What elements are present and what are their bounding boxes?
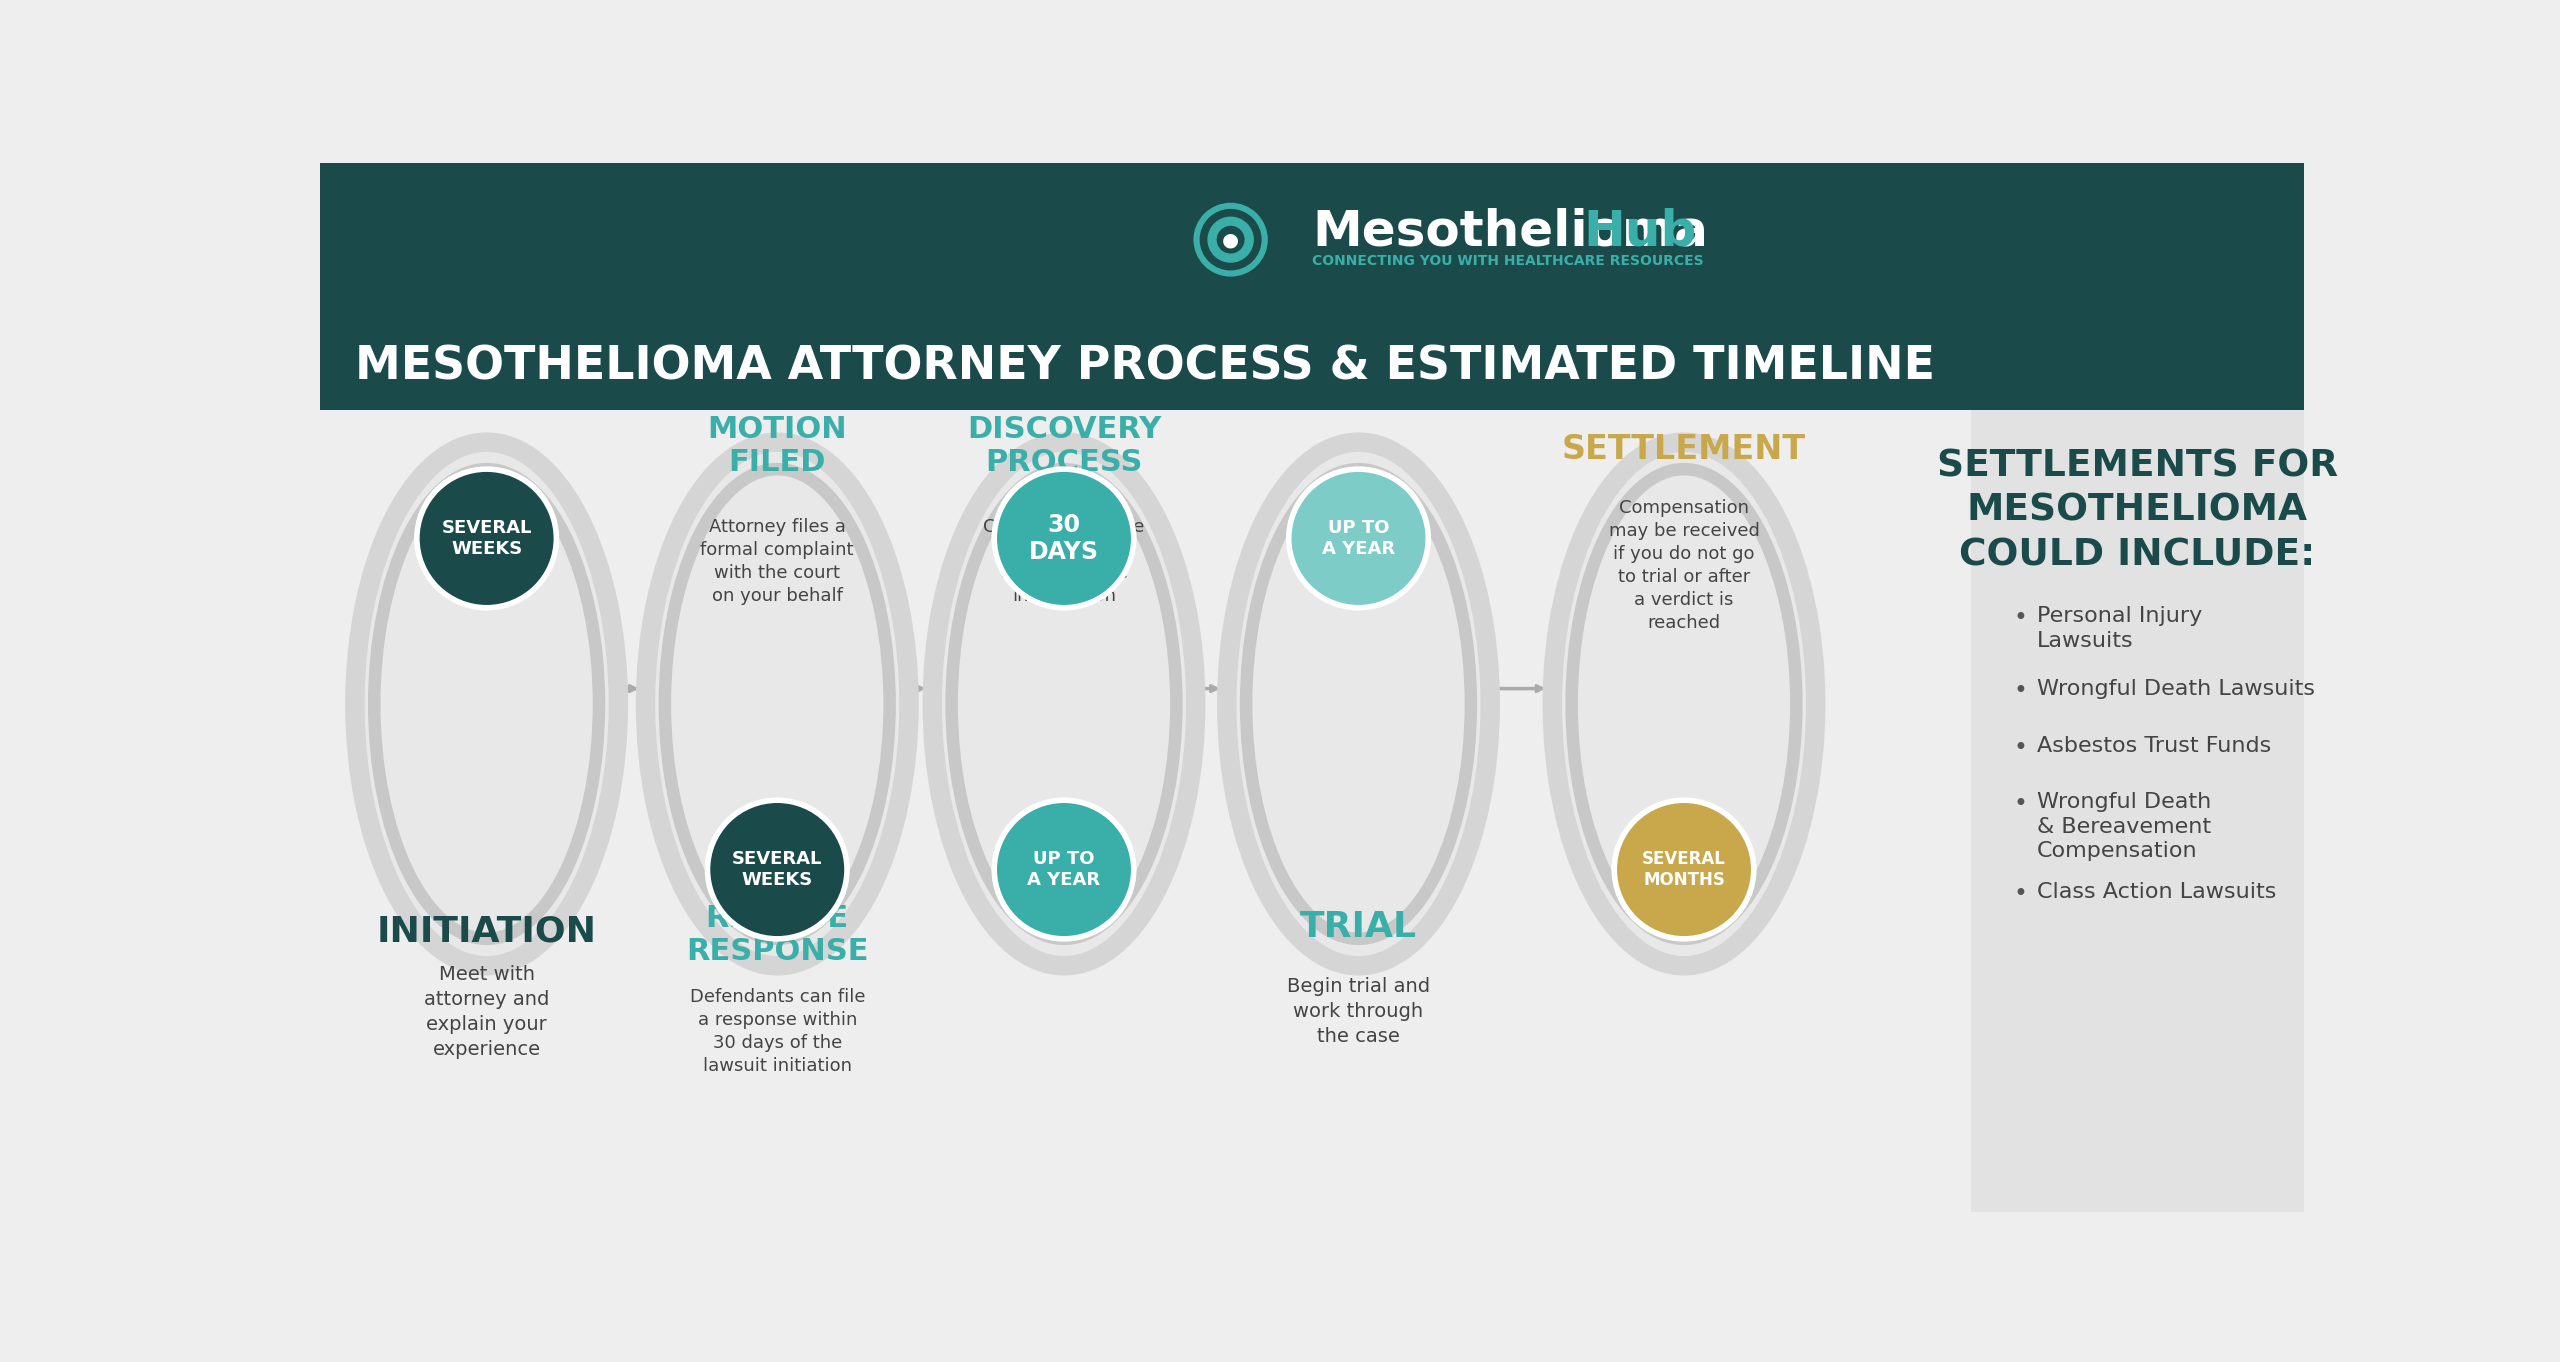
Circle shape: [707, 801, 847, 938]
Circle shape: [1615, 801, 1754, 938]
Text: ●: ●: [1221, 230, 1239, 249]
Circle shape: [1288, 469, 1428, 607]
Ellipse shape: [356, 443, 620, 966]
Text: •: •: [2012, 735, 2028, 760]
Text: Class Action Lawsuits: Class Action Lawsuits: [2038, 881, 2276, 902]
Ellipse shape: [1551, 443, 1815, 966]
Text: MOTION
FILED: MOTION FILED: [707, 415, 847, 477]
Text: Attorney files a
formal complaint
with the court
on your behalf: Attorney files a formal complaint with t…: [701, 518, 855, 605]
Text: •: •: [2012, 680, 2028, 703]
Text: Compile evidence
and documents
and exchange
information: Compile evidence and documents and excha…: [983, 518, 1144, 605]
Text: SETTLEMENT: SETTLEMENT: [1562, 433, 1805, 466]
Text: SEVERAL
WEEKS: SEVERAL WEEKS: [732, 850, 822, 889]
Text: INITIATION: INITIATION: [376, 914, 596, 948]
FancyBboxPatch shape: [320, 163, 2304, 1212]
Text: Mesothelioma: Mesothelioma: [1313, 208, 1708, 256]
Ellipse shape: [1226, 443, 1490, 966]
Text: Defendants can file
a response within
30 days of the
lawsuit initiation: Defendants can file a response within 30…: [689, 987, 865, 1075]
Circle shape: [1193, 203, 1267, 276]
Ellipse shape: [645, 443, 909, 966]
Ellipse shape: [932, 443, 1196, 966]
Text: Wrongful Death
& Bereavement
Compensation: Wrongful Death & Bereavement Compensatio…: [2038, 791, 2212, 861]
Circle shape: [417, 469, 556, 607]
FancyBboxPatch shape: [320, 326, 2304, 410]
Circle shape: [1201, 208, 1262, 271]
Text: MESOTHELIOMA ATTORNEY PROCESS & ESTIMATED TIMELINE: MESOTHELIOMA ATTORNEY PROCESS & ESTIMATE…: [356, 345, 1935, 390]
FancyBboxPatch shape: [320, 163, 2304, 326]
Circle shape: [1216, 226, 1244, 253]
Text: •: •: [2012, 606, 2028, 631]
Text: Meet with
attorney and
explain your
experience: Meet with attorney and explain your expe…: [425, 966, 550, 1060]
Text: SETTLEMENTS FOR
MESOTHELIOMA
COULD INCLUDE:: SETTLEMENTS FOR MESOTHELIOMA COULD INCLU…: [1938, 448, 2337, 573]
Text: UP TO
A YEAR: UP TO A YEAR: [1027, 850, 1101, 889]
Circle shape: [993, 469, 1134, 607]
Circle shape: [1208, 217, 1254, 263]
Text: 30
DAYS: 30 DAYS: [1029, 512, 1098, 564]
Text: DISCOVERY
PROCESS: DISCOVERY PROCESS: [968, 415, 1162, 477]
Text: Begin trial and
work through
the case: Begin trial and work through the case: [1288, 978, 1431, 1046]
Text: CONNECTING YOU WITH HEALTHCARE RESOURCES: CONNECTING YOU WITH HEALTHCARE RESOURCES: [1313, 255, 1702, 268]
Circle shape: [993, 801, 1134, 938]
Text: •: •: [2012, 881, 2028, 906]
Text: SEVERAL
WEEKS: SEVERAL WEEKS: [440, 519, 532, 558]
Text: RECEIVE
RESPONSE: RECEIVE RESPONSE: [686, 903, 868, 966]
Text: Personal Injury
Lawsuits: Personal Injury Lawsuits: [2038, 606, 2202, 651]
FancyBboxPatch shape: [1971, 410, 2304, 1212]
Text: UP TO
A YEAR: UP TO A YEAR: [1321, 519, 1395, 558]
Text: Wrongful Death Lawsuits: Wrongful Death Lawsuits: [2038, 680, 2314, 699]
Text: TRIAL: TRIAL: [1300, 910, 1418, 944]
Text: SEVERAL
MONTHS: SEVERAL MONTHS: [1641, 850, 1725, 889]
Text: Asbestos Trust Funds: Asbestos Trust Funds: [2038, 735, 2271, 756]
Text: Hub: Hub: [1582, 208, 1697, 256]
Text: •: •: [2012, 791, 2028, 816]
Text: Compensation
may be received
if you do not go
to trial or after
a verdict is
rea: Compensation may be received if you do n…: [1608, 498, 1759, 632]
